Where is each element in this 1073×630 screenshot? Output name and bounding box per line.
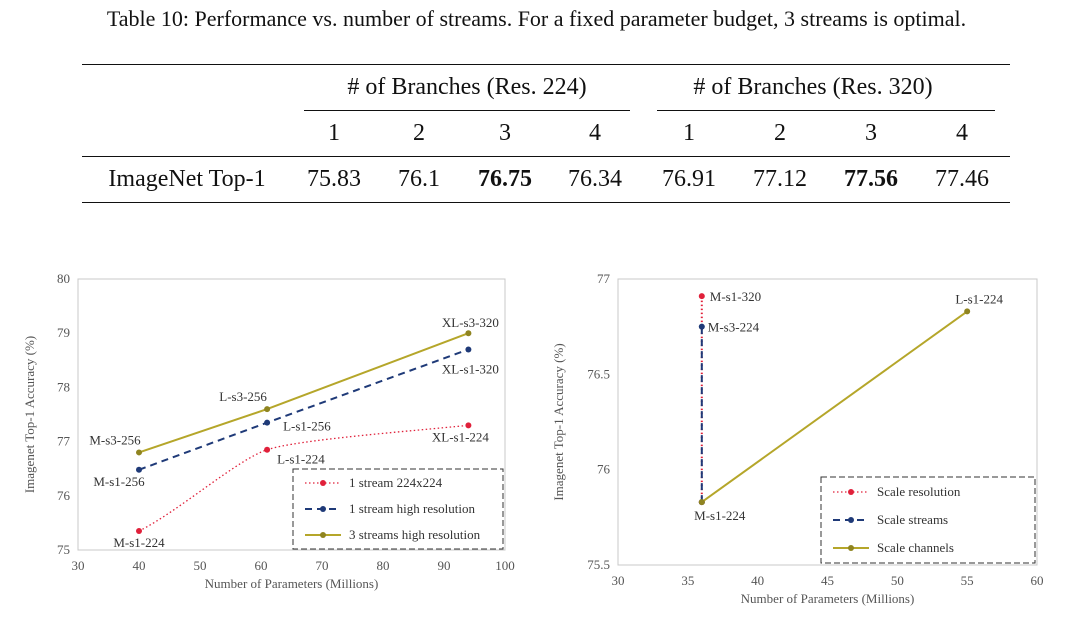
x-tick-label: 40: [751, 573, 764, 588]
branch-header: 1: [328, 120, 340, 146]
y-tick-label: 76: [57, 488, 71, 503]
table-caption: Table 10: Performance vs. number of stre…: [106, 6, 967, 31]
branch-header: 4: [956, 120, 968, 146]
point-label: XL-s1-224: [432, 429, 490, 444]
y-tick-label: 77: [597, 271, 611, 286]
data-point: [136, 528, 142, 535]
legend-entry: 1 stream 224x224: [349, 475, 443, 490]
accuracy-value: 75.83: [307, 166, 361, 192]
point-label: M-s1-224: [113, 535, 165, 550]
accuracy-value-best: 77.56: [844, 166, 898, 192]
branch-header: 1: [683, 120, 695, 146]
row-label: ImageNet Top-1: [108, 166, 266, 192]
series-line: [138, 332, 469, 454]
data-point: [465, 330, 472, 337]
point-label: L-s1-224: [277, 452, 325, 467]
table-top-rule: [82, 64, 1010, 65]
y-tick-label: 76: [597, 462, 611, 477]
branch-header: 3: [499, 120, 511, 146]
y-axis-title: Imagenet Top-1 Accuracy (%): [551, 343, 566, 500]
branch-header: 3: [865, 120, 877, 146]
scaling-comparison-chart: 30 35 40 45 50 55 60 75.5 76 76.5 77 Number of Para…: [551, 271, 1044, 606]
y-tick-label: 75.5: [587, 557, 610, 572]
y-tick-label: 77: [57, 434, 71, 449]
legend-entry: 1 stream high resolution: [349, 501, 476, 516]
point-label: L-s1-224: [955, 291, 1003, 306]
data-point: [465, 422, 472, 429]
legend-swatch-marker: [848, 517, 854, 523]
accuracy-value: 77.46: [935, 166, 989, 192]
data-point: [264, 446, 271, 453]
accuracy-value: 77.12: [753, 166, 807, 192]
point-label: M-s3-256: [89, 432, 141, 447]
data-point: [264, 419, 271, 426]
plot-area-frame: [77, 278, 506, 551]
point-label: L-s1-256: [283, 419, 331, 434]
y-axis-title: Imagenet Top-1 Accuracy (%): [22, 336, 37, 493]
x-tick-label: 70: [316, 558, 329, 573]
group-underline-res224: [304, 110, 630, 111]
x-tick-label: 40: [133, 558, 146, 573]
x-tick-label: 90: [438, 558, 451, 573]
table-bottom-rule: [82, 202, 1010, 203]
accuracy-value: 76.91: [662, 166, 716, 192]
data-point: [264, 406, 271, 413]
group-underline-res320: [657, 110, 995, 111]
y-tick-label: 76.5: [587, 366, 610, 381]
data-point: [136, 449, 142, 456]
y-tick-label: 75: [57, 542, 70, 557]
point-label: M-s1-256: [93, 474, 145, 489]
point-label: M-s1-224: [694, 508, 746, 523]
branch-header: 4: [589, 120, 601, 146]
x-tick-label: 80: [377, 558, 390, 573]
x-tick-label: 55: [961, 573, 974, 588]
point-label: XL-s3-320: [442, 315, 499, 330]
legend-entry: Scale channels: [877, 540, 954, 555]
table-mid-rule: [82, 156, 1010, 157]
legend-swatch-marker: [848, 545, 854, 551]
series-line: [701, 310, 968, 503]
x-axis-title: Number of Parameters (Millions): [741, 591, 915, 606]
data-point: [465, 346, 472, 353]
group-header-res224: # of Branches (Res. 224): [347, 74, 587, 100]
x-tick-label: 50: [194, 558, 207, 573]
point-label: M-s1-320: [710, 289, 761, 304]
branch-header: 2: [413, 120, 425, 146]
x-tick-label: 100: [495, 558, 515, 573]
x-tick-label: 30: [612, 573, 625, 588]
streams-params-chart: 30 40 50 60 70 80 90 100 75 76 77 78 79 80 Number of P…: [22, 271, 515, 591]
legend-swatch-marker: [320, 506, 326, 512]
legend-swatch-marker: [320, 480, 326, 486]
accuracy-value: 76.34: [568, 166, 622, 192]
accuracy-value-best: 76.75: [478, 166, 532, 192]
plot-area-frame: [617, 278, 1038, 566]
legend-entry: Scale streams: [877, 512, 948, 527]
y-tick-label: 80: [57, 271, 70, 286]
x-tick-label: 50: [891, 573, 904, 588]
data-point: [698, 499, 705, 506]
legend-swatch-marker: [848, 489, 854, 495]
data-point: [964, 308, 971, 315]
results-table: # of Branches (Res. 224) # of Branches (…: [82, 64, 1010, 204]
legend-swatch-marker: [320, 532, 326, 538]
x-tick-label: 60: [1031, 573, 1044, 588]
branch-header: 2: [774, 120, 786, 146]
data-point: [698, 293, 705, 300]
y-tick-label: 78: [57, 379, 70, 394]
data-point: [698, 323, 705, 330]
data-point: [136, 466, 142, 473]
x-axis-title: Number of Parameters (Millions): [205, 576, 379, 591]
x-tick-label: 60: [255, 558, 268, 573]
accuracy-value: 76.1: [398, 166, 440, 192]
legend-entry: Scale resolution: [877, 484, 961, 499]
x-tick-label: 30: [72, 558, 85, 573]
point-label: L-s3-256: [219, 389, 267, 404]
group-header-res320: # of Branches (Res. 320): [693, 74, 933, 100]
point-label: XL-s1-320: [442, 361, 499, 376]
point-label: M-s3-224: [708, 320, 760, 335]
y-tick-label: 79: [57, 325, 70, 340]
x-tick-label: 35: [681, 573, 694, 588]
legend-entry: 3 streams high resolution: [349, 527, 481, 542]
x-tick-label: 45: [821, 573, 834, 588]
